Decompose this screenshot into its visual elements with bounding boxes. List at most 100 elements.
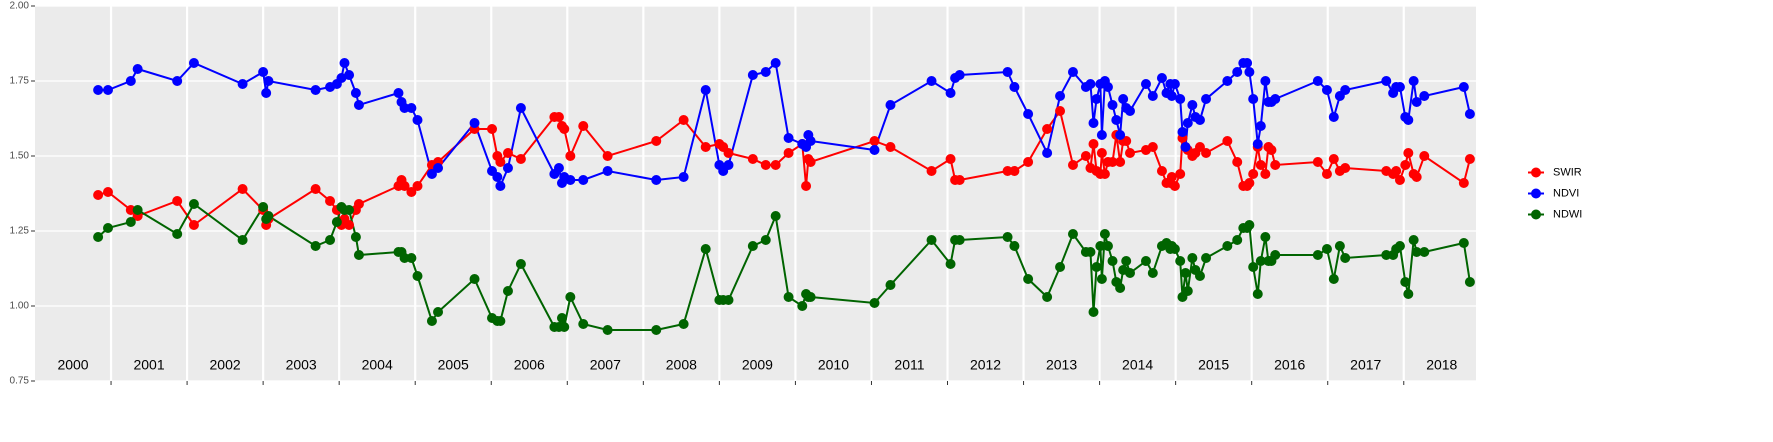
data-point: [1055, 106, 1066, 116]
data-point: [783, 133, 794, 143]
data-point: [237, 235, 248, 245]
data-point: [1115, 283, 1126, 293]
year-label: 2017: [1350, 357, 1381, 373]
data-point: [132, 64, 143, 74]
data-point: [1403, 115, 1414, 125]
data-point: [1270, 160, 1281, 170]
data-point: [805, 157, 816, 167]
data-point: [1222, 241, 1233, 251]
data-point: [1194, 271, 1205, 281]
data-point: [93, 232, 104, 242]
data-point: [1391, 166, 1402, 176]
data-point: [1321, 244, 1332, 254]
data-point: [1107, 157, 1118, 167]
data-point: [553, 163, 564, 173]
data-point: [1464, 154, 1475, 164]
data-point: [495, 181, 506, 191]
data-point: [1244, 220, 1255, 230]
data-point: [954, 175, 965, 185]
legend-swatch: [1531, 188, 1541, 199]
data-point: [469, 274, 480, 284]
data-point: [399, 103, 410, 113]
data-point: [1023, 274, 1034, 284]
data-point: [678, 115, 689, 125]
data-point: [1255, 160, 1266, 170]
data-point: [1169, 244, 1180, 254]
data-point: [1411, 97, 1422, 107]
data-point: [1067, 160, 1078, 170]
data-point: [1002, 232, 1013, 242]
data-point: [602, 325, 613, 335]
data-point: [188, 58, 199, 68]
data-point: [1182, 286, 1193, 296]
data-point: [1140, 256, 1151, 266]
data-point: [433, 163, 444, 173]
data-point: [1169, 79, 1180, 89]
legend-swatch: [1531, 209, 1541, 220]
data-point: [1187, 100, 1198, 110]
data-point: [1201, 94, 1212, 104]
data-point: [406, 187, 417, 197]
data-point: [515, 259, 526, 269]
data-point: [426, 316, 437, 326]
data-point: [770, 160, 781, 170]
data-point: [954, 70, 965, 80]
data-point: [1321, 85, 1332, 95]
data-point: [1419, 247, 1430, 257]
year-label: 2001: [133, 357, 164, 373]
data-point: [1400, 160, 1411, 170]
data-point: [885, 280, 896, 290]
data-point: [1085, 247, 1096, 257]
data-point: [1067, 229, 1078, 239]
y-tick-label: 1.50: [10, 151, 30, 162]
data-point: [578, 121, 589, 131]
data-point: [1328, 154, 1339, 164]
data-point: [353, 199, 364, 209]
data-point: [1042, 148, 1053, 158]
data-point: [237, 79, 248, 89]
data-point: [1023, 157, 1034, 167]
data-point: [945, 88, 956, 98]
data-point: [1394, 82, 1405, 92]
data-point: [1147, 142, 1158, 152]
data-point: [885, 142, 896, 152]
data-point: [1125, 268, 1136, 278]
data-point: [1255, 121, 1266, 131]
data-point: [1121, 256, 1132, 266]
data-point: [945, 154, 956, 164]
data-point: [412, 115, 423, 125]
data-point: [487, 124, 498, 134]
data-point: [885, 100, 896, 110]
data-point: [1201, 148, 1212, 158]
data-point: [747, 241, 758, 251]
data-point: [1169, 181, 1180, 191]
data-point: [1411, 172, 1422, 182]
data-point: [1408, 235, 1419, 245]
data-point: [1340, 253, 1351, 263]
year-label: 2018: [1426, 357, 1457, 373]
data-point: [1340, 163, 1351, 173]
data-point: [783, 148, 794, 158]
data-point: [344, 205, 355, 215]
data-point: [760, 67, 771, 77]
data-point: [1180, 268, 1191, 278]
data-point: [1107, 256, 1118, 266]
legend-label: NDVI: [1553, 187, 1579, 199]
data-point: [1194, 142, 1205, 152]
data-point: [1187, 253, 1198, 263]
data-point: [1222, 136, 1233, 146]
data-point: [1260, 169, 1271, 179]
data-point: [1458, 82, 1469, 92]
year-label: 2004: [362, 357, 393, 373]
data-point: [1464, 109, 1475, 119]
data-point: [1244, 178, 1255, 188]
year-label: 2003: [286, 357, 317, 373]
data-point: [1222, 76, 1233, 86]
data-point: [559, 124, 570, 134]
data-point: [258, 67, 269, 77]
legend-label: SWIR: [1553, 166, 1582, 178]
data-point: [651, 175, 662, 185]
data-point: [393, 88, 404, 98]
year-label: 2015: [1198, 357, 1229, 373]
